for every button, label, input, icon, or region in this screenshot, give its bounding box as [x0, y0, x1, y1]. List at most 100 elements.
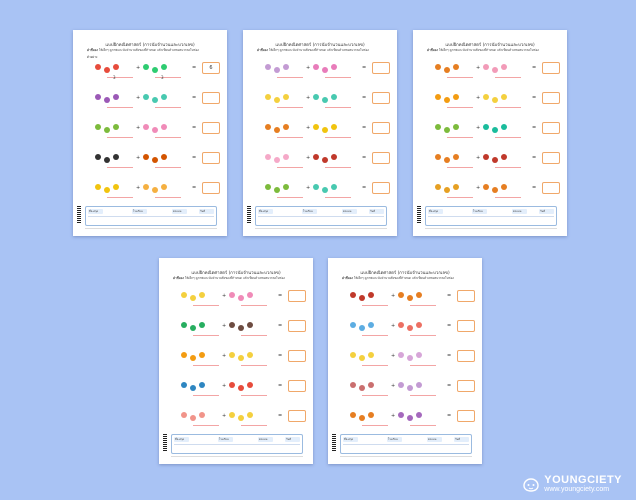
- example-label: ตัวอย่าง: [87, 55, 98, 59]
- count-line: [155, 197, 181, 198]
- fruit-icon: [313, 154, 319, 160]
- fruit-icon: [181, 412, 187, 418]
- answer-box[interactable]: [202, 122, 220, 134]
- group-a: [95, 183, 141, 195]
- plus-sign: +: [391, 353, 396, 359]
- fruit-icon: [359, 385, 365, 391]
- answer-box[interactable]: [542, 152, 560, 164]
- answer-box[interactable]: [372, 122, 390, 134]
- answer-box[interactable]: [542, 182, 560, 194]
- answer-box[interactable]: [542, 62, 560, 74]
- answer-box[interactable]: [457, 410, 475, 422]
- group-a: [181, 351, 227, 363]
- group-b: [143, 153, 189, 165]
- answer-box[interactable]: [457, 350, 475, 362]
- plus-sign: +: [306, 65, 311, 71]
- fruit-icon: [416, 382, 422, 388]
- equals-sign: =: [532, 95, 537, 101]
- answer-box[interactable]: [202, 92, 220, 104]
- count-line: [193, 335, 219, 336]
- fruit-icon: [444, 157, 450, 163]
- problem-row: + =: [427, 62, 560, 78]
- worksheet-5: แบบฝึกคณิตศาสตร์ (การนับจำนวนและบวกเลข) ค…: [328, 258, 482, 464]
- plus-sign: +: [136, 185, 141, 191]
- fruit-icon: [229, 322, 235, 328]
- fruit-icon: [350, 382, 356, 388]
- plus-sign: +: [391, 413, 396, 419]
- fruit-icon: [95, 124, 101, 130]
- worksheet-2: แบบฝึกคณิตศาสตร์ (การนับจำนวนและบวกเลข) ค…: [243, 30, 397, 236]
- footer-school-label: โรงเรียน: [387, 437, 402, 442]
- answer-box[interactable]: [288, 320, 306, 332]
- worksheet-footer: ชื่อ-สกุล โรงเรียน คะแนน วันที่: [255, 206, 387, 226]
- answer-box[interactable]: [457, 380, 475, 392]
- answer-box[interactable]: [288, 350, 306, 362]
- fruit-icon: [483, 184, 489, 190]
- worksheet-instruction: คำชี้แจง ให้เด็กๆ ดูภาพและนับจำนวนสิ่งขอ…: [87, 48, 199, 52]
- group-b: [143, 63, 189, 75]
- fruit-icon: [416, 352, 422, 358]
- fruit-icon: [407, 325, 413, 331]
- answer-box[interactable]: [288, 410, 306, 422]
- answer-box[interactable]: [202, 182, 220, 194]
- footer-date-label: วันที่: [369, 209, 384, 214]
- plus-sign: +: [476, 65, 481, 71]
- group-b: [483, 93, 529, 105]
- group-b: [398, 351, 444, 363]
- fruit-icon: [492, 157, 498, 163]
- footer-school-label: โรงเรียน: [472, 209, 487, 214]
- answer-box[interactable]: [372, 92, 390, 104]
- fruit-icon: [229, 352, 235, 358]
- group-b: [398, 381, 444, 393]
- group-a: [435, 63, 481, 75]
- plus-sign: +: [391, 293, 396, 299]
- count-line: [107, 167, 133, 168]
- fruit-icon: [331, 124, 337, 130]
- equals-sign: =: [447, 353, 452, 359]
- plus-sign: +: [391, 323, 396, 329]
- fruit-icon: [161, 64, 167, 70]
- answer-box[interactable]: [542, 122, 560, 134]
- answer-box[interactable]: 6: [202, 62, 220, 74]
- group-a: [435, 183, 481, 195]
- barcode: [332, 434, 336, 452]
- count-line: [447, 77, 473, 78]
- fruit-icon: [368, 412, 374, 418]
- fruit-icon: [368, 352, 374, 358]
- group-a: [95, 93, 141, 105]
- equals-sign: =: [192, 125, 197, 131]
- answer-box[interactable]: [372, 62, 390, 74]
- answer-box[interactable]: [457, 290, 475, 302]
- fruit-icon: [274, 97, 280, 103]
- problem-row: + =: [173, 380, 306, 396]
- fruit-icon: [492, 97, 498, 103]
- answer-box[interactable]: [457, 320, 475, 332]
- worksheet-instruction: คำชี้แจง ให้เด็กๆ ดูภาพและนับจำนวนสิ่งขอ…: [257, 48, 369, 52]
- worksheet-footer: ชื่อ-สกุล โรงเรียน คะแนน วันที่: [340, 434, 472, 454]
- group-a: [265, 183, 311, 195]
- answer-box[interactable]: [542, 92, 560, 104]
- barcode: [247, 206, 251, 224]
- answer-box[interactable]: [288, 290, 306, 302]
- count-label: 3: [113, 75, 116, 80]
- footer-date-label: วันที่: [285, 437, 300, 442]
- answer-box[interactable]: [372, 182, 390, 194]
- plus-sign: +: [222, 293, 227, 299]
- fruit-icon: [265, 94, 271, 100]
- footer-school-label: โรงเรียน: [218, 437, 233, 442]
- fruit-icon: [238, 415, 244, 421]
- youngciety-logo-icon: [523, 477, 539, 492]
- plus-sign: +: [222, 353, 227, 359]
- count-line: [362, 425, 388, 426]
- fruit-icon: [350, 352, 356, 358]
- group-b: [229, 351, 275, 363]
- count-line: [325, 77, 351, 78]
- answer-box[interactable]: [202, 152, 220, 164]
- fruit-icon: [416, 292, 422, 298]
- fruit-icon: [247, 292, 253, 298]
- count-line: [193, 395, 219, 396]
- answer-box[interactable]: [288, 380, 306, 392]
- problem-row: + =: [87, 122, 220, 138]
- fruit-icon: [444, 97, 450, 103]
- answer-box[interactable]: [372, 152, 390, 164]
